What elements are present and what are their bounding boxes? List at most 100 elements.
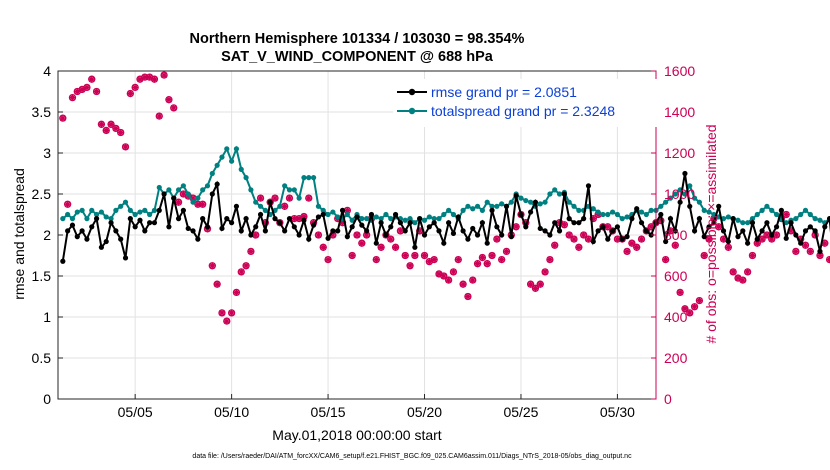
spread-point [426, 214, 432, 220]
rmse-point [754, 236, 760, 242]
rmse-point [306, 236, 312, 242]
x-tick-label: 05/25 [503, 404, 538, 420]
obs-assimilated-point [710, 215, 718, 222]
rmse-point [301, 217, 307, 223]
spread-point [306, 175, 312, 181]
rmse-point [465, 236, 471, 242]
rmse-point [233, 203, 240, 209]
spread-point [687, 183, 693, 189]
obs-assimilated-point [493, 235, 501, 243]
spread-point [137, 209, 143, 215]
spread-point [335, 214, 341, 220]
obs-assimilated-point [69, 94, 76, 102]
obs-assimilated-point [667, 227, 674, 235]
rmse-point [127, 216, 133, 222]
rmse-point [706, 224, 712, 230]
spread-point [556, 191, 563, 197]
obs-assimilated-point [242, 262, 250, 270]
obs-assimilated-point [78, 86, 86, 93]
obs-assimilated-point [724, 243, 732, 251]
obs-assimilated-point [372, 256, 380, 263]
rmse-point [229, 220, 235, 226]
y-left-tick-label: 0.5 [32, 350, 52, 366]
obs-assimilated-point [406, 262, 414, 270]
rmse-point [74, 234, 80, 240]
spread-point [648, 207, 654, 213]
spread-point [691, 195, 698, 201]
spread-point [224, 146, 230, 152]
obs-assimilated-point [575, 243, 583, 251]
rmse-point [426, 224, 432, 230]
obs-assimilated-point [324, 256, 332, 263]
rmse-point [802, 228, 809, 234]
rmse-point [417, 216, 423, 222]
obs-assimilated-point [107, 120, 115, 128]
x-axis-label: May.01,2018 00:00:00 start [272, 427, 442, 443]
rmse-point [812, 228, 818, 234]
obs-assimilated-point [614, 235, 621, 243]
obs-assimilated-point [175, 198, 182, 206]
spread-point [793, 216, 799, 222]
obs-assimilated-point [532, 284, 539, 292]
obs-assimilated-point [686, 309, 694, 317]
spread-point [79, 207, 85, 213]
obs-assimilated-point [488, 252, 496, 259]
spread-point [682, 191, 688, 197]
obs-assimilated-point [73, 88, 81, 95]
spread-point [84, 216, 90, 222]
rmse-point [643, 228, 649, 234]
rmse-point [166, 224, 172, 230]
rmse-point [209, 191, 215, 197]
rmse-point [667, 216, 674, 222]
obs-assimilated-point [527, 280, 535, 288]
obs-assimilated-point [425, 258, 433, 266]
obs-assimilated-point [189, 194, 197, 202]
spread-point [638, 209, 645, 215]
rmse-point [93, 216, 100, 222]
obs-assimilated-point [170, 104, 178, 112]
obs-assimilated-point [802, 241, 809, 249]
rmse-point [132, 224, 138, 230]
rmse-point [720, 228, 727, 234]
obs-assimilated-point [319, 243, 327, 251]
spread-point [537, 201, 543, 207]
obs-assimilated-point [753, 239, 761, 247]
obs-assimilated-point [411, 252, 419, 259]
rmse-point [108, 220, 114, 226]
spread-point [166, 187, 172, 193]
rmse-point [798, 240, 804, 246]
obs-assimilated-point [546, 256, 554, 263]
obs-assimilated-point [117, 129, 125, 136]
spread-point [320, 207, 326, 213]
rmse-point [735, 234, 741, 240]
spread-point [759, 207, 765, 213]
rmse-point [682, 170, 688, 177]
obs-assimilated-point [623, 248, 631, 255]
obs-assimilated-point [483, 260, 491, 268]
spread-point [658, 203, 664, 209]
rmse-point [364, 228, 370, 234]
rmse-point [561, 191, 567, 197]
rmse-point [793, 232, 799, 238]
obs-assimilated-point [454, 256, 462, 263]
rmse-point [764, 220, 770, 226]
obs-assimilated-point [329, 231, 337, 239]
y-right-tick-label: 400 [664, 309, 688, 325]
rmse-point [180, 207, 186, 213]
obs-assimilated-point [782, 211, 790, 218]
rmse-point [619, 236, 625, 242]
rmse-point [614, 224, 621, 230]
rmse-point [60, 258, 66, 264]
spread-point [725, 214, 731, 220]
rmse-point [600, 224, 606, 230]
obs-assimilated-point [691, 303, 698, 311]
spread-point [127, 207, 133, 213]
obs-assimilated-point [339, 219, 346, 227]
obs-assimilated-point [478, 254, 486, 261]
rmse-point [161, 191, 167, 197]
spread-point [643, 211, 649, 218]
obs-assimilated-point [305, 194, 313, 202]
spread-point [600, 211, 606, 218]
spread-point [571, 203, 577, 209]
